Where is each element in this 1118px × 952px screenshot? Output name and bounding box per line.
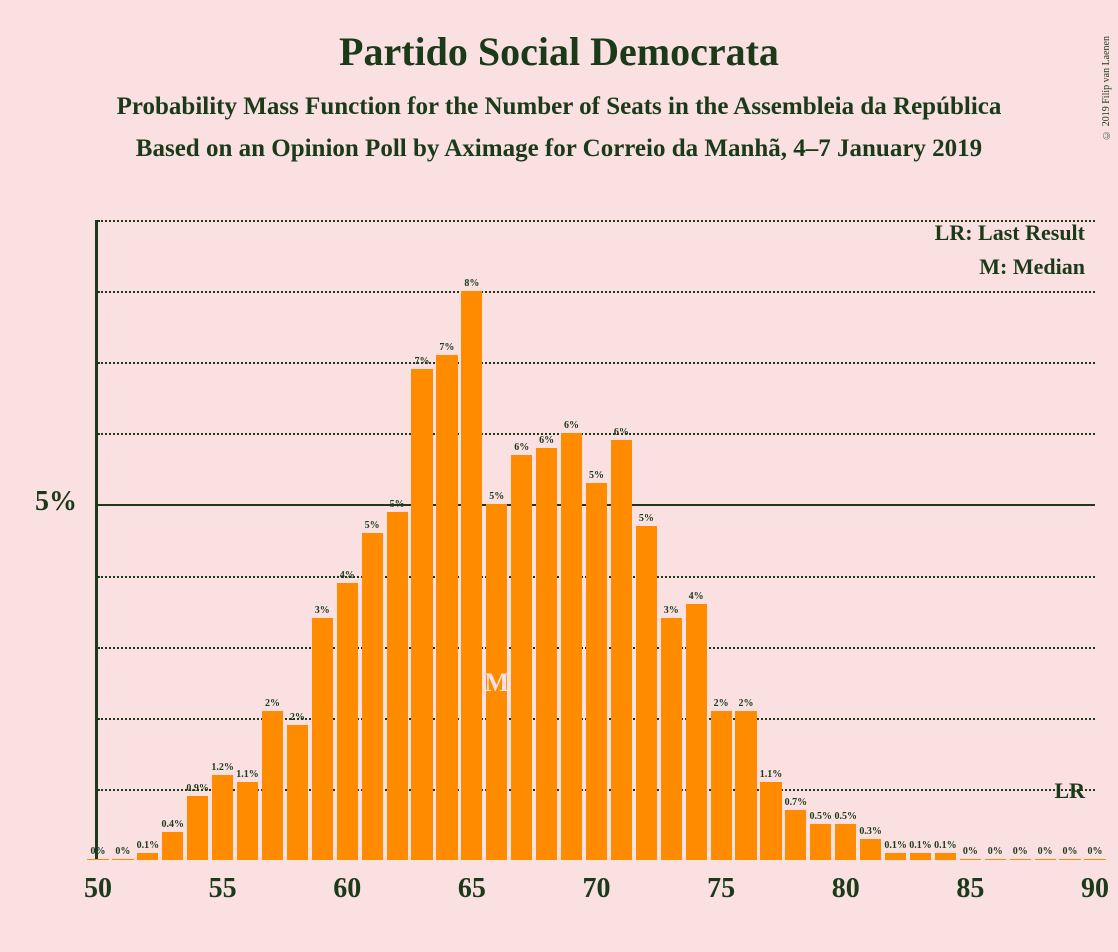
bar: 0% xyxy=(87,859,108,860)
bar-value-label: 2% xyxy=(290,712,305,723)
bar: 0.4% xyxy=(162,832,183,860)
chart-subtitle-2: Based on an Opinion Poll by Aximage for … xyxy=(0,135,1118,163)
bar: 1.2% xyxy=(212,775,233,860)
y-axis-tick-label: 5% xyxy=(35,486,77,518)
bar-value-label: 0.3% xyxy=(859,826,882,837)
bar: 4% xyxy=(686,604,707,860)
last-result-label: LR xyxy=(1054,778,1085,804)
bar: 0% xyxy=(1084,859,1105,860)
bar: 6% xyxy=(536,448,557,860)
bar-value-label: 0.1% xyxy=(909,840,932,851)
bar: 0% xyxy=(985,859,1006,860)
bar-value-label: 0.1% xyxy=(137,840,160,851)
x-axis-tick-label: 90 xyxy=(1081,873,1109,905)
bar: 0.5% xyxy=(810,824,831,860)
bar-value-label: 0% xyxy=(963,846,978,857)
bar-value-label: 6% xyxy=(564,420,579,431)
x-axis-tick-label: 55 xyxy=(209,873,237,905)
bar-value-label: 0% xyxy=(115,846,130,857)
bar-value-label: 0% xyxy=(1038,846,1053,857)
bar-value-label: 5% xyxy=(489,491,504,502)
bar-value-label: 2% xyxy=(714,698,729,709)
bar: 5% xyxy=(387,512,408,860)
bar-value-label: 0% xyxy=(1063,846,1078,857)
bar: 1.1% xyxy=(760,782,781,860)
bar-value-label: 4% xyxy=(689,591,704,602)
bar: 0.3% xyxy=(860,839,881,860)
bar: 3% xyxy=(661,618,682,860)
bar-value-label: 6% xyxy=(614,427,629,438)
bar-value-label: 2% xyxy=(265,698,280,709)
x-axis-tick-label: 70 xyxy=(583,873,611,905)
bar-value-label: 0% xyxy=(91,846,106,857)
bar-value-label: 6% xyxy=(514,442,529,453)
bar-value-label: 3% xyxy=(315,605,330,616)
bar-value-label: 6% xyxy=(539,435,554,446)
bar-value-label: 0.5% xyxy=(834,811,857,822)
bar-value-label: 7% xyxy=(415,356,430,367)
x-axis-tick-label: 85 xyxy=(956,873,984,905)
bar: 0.9% xyxy=(187,796,208,860)
bar-value-label: 0.5% xyxy=(810,811,833,822)
median-label: M xyxy=(485,668,510,698)
copyright-text: © 2019 Filip van Laenen xyxy=(1101,36,1112,140)
bar-value-label: 0% xyxy=(1087,846,1102,857)
bar-value-label: 5% xyxy=(365,520,380,531)
bar-value-label: 0% xyxy=(988,846,1003,857)
bar: 5% xyxy=(636,526,657,860)
bar-value-label: 0.7% xyxy=(785,797,808,808)
chart-subtitle-1: Probability Mass Function for the Number… xyxy=(0,93,1118,121)
bar: 8% xyxy=(461,291,482,860)
x-axis-tick-label: 50 xyxy=(84,873,112,905)
bar-value-label: 5% xyxy=(639,513,654,524)
bar: 2% xyxy=(735,711,756,860)
bar: 5% xyxy=(362,533,383,860)
bar: 6% xyxy=(561,433,582,860)
bar: 7% xyxy=(411,369,432,860)
bar: 0.1% xyxy=(137,853,158,860)
bar: 0.1% xyxy=(935,853,956,860)
bar: 2% xyxy=(711,711,732,860)
bar-value-label: 8% xyxy=(464,278,479,289)
bar: 7% xyxy=(436,355,457,860)
bar: 0% xyxy=(1059,859,1080,860)
bar-value-label: 1.1% xyxy=(236,769,259,780)
bar-value-label: 4% xyxy=(340,570,355,581)
x-axis-tick-label: 80 xyxy=(832,873,860,905)
x-axis-tick-label: 75 xyxy=(707,873,735,905)
bar-value-label: 5% xyxy=(390,499,405,510)
chart-title: Partido Social Democrata xyxy=(0,28,1118,75)
x-axis-tick-label: 65 xyxy=(458,873,486,905)
bar: 0.1% xyxy=(885,853,906,860)
bar-value-label: 0.1% xyxy=(884,840,907,851)
bar-value-label: 0.4% xyxy=(162,819,185,830)
bar: 3% xyxy=(312,618,333,860)
bar-value-label: 3% xyxy=(664,605,679,616)
bar: 6% xyxy=(511,455,532,860)
bars-container: 0%0%0.1%0.4%0.9%1.2%1.1%2%2%3%4%5%5%7%7%… xyxy=(98,220,1095,860)
bar-value-label: 7% xyxy=(439,342,454,353)
bar: 0% xyxy=(112,859,133,860)
bar-value-label: 5% xyxy=(589,470,604,481)
bar-value-label: 1.1% xyxy=(760,769,783,780)
bar: 0.7% xyxy=(785,810,806,860)
bar-value-label: 1.2% xyxy=(211,762,234,773)
bar: 0% xyxy=(960,859,981,860)
bar: 4% xyxy=(337,583,358,860)
bar: 0% xyxy=(1035,859,1056,860)
bar-value-label: 0.9% xyxy=(186,783,209,794)
bar: 2% xyxy=(262,711,283,860)
bar: 2% xyxy=(287,725,308,860)
bar: 5% xyxy=(586,483,607,860)
bar-value-label: 2% xyxy=(739,698,754,709)
bar: 1.1% xyxy=(237,782,258,860)
bar: 0.1% xyxy=(910,853,931,860)
x-axis-tick-label: 60 xyxy=(333,873,361,905)
chart-area: LR: Last Result M: Median 5% 0%0%0.1%0.4… xyxy=(95,220,1095,920)
bar-value-label: 0% xyxy=(1013,846,1028,857)
bar: 0% xyxy=(1010,859,1031,860)
bar: 0.5% xyxy=(835,824,856,860)
bar-value-label: 0.1% xyxy=(934,840,957,851)
bar: 6% xyxy=(611,440,632,860)
